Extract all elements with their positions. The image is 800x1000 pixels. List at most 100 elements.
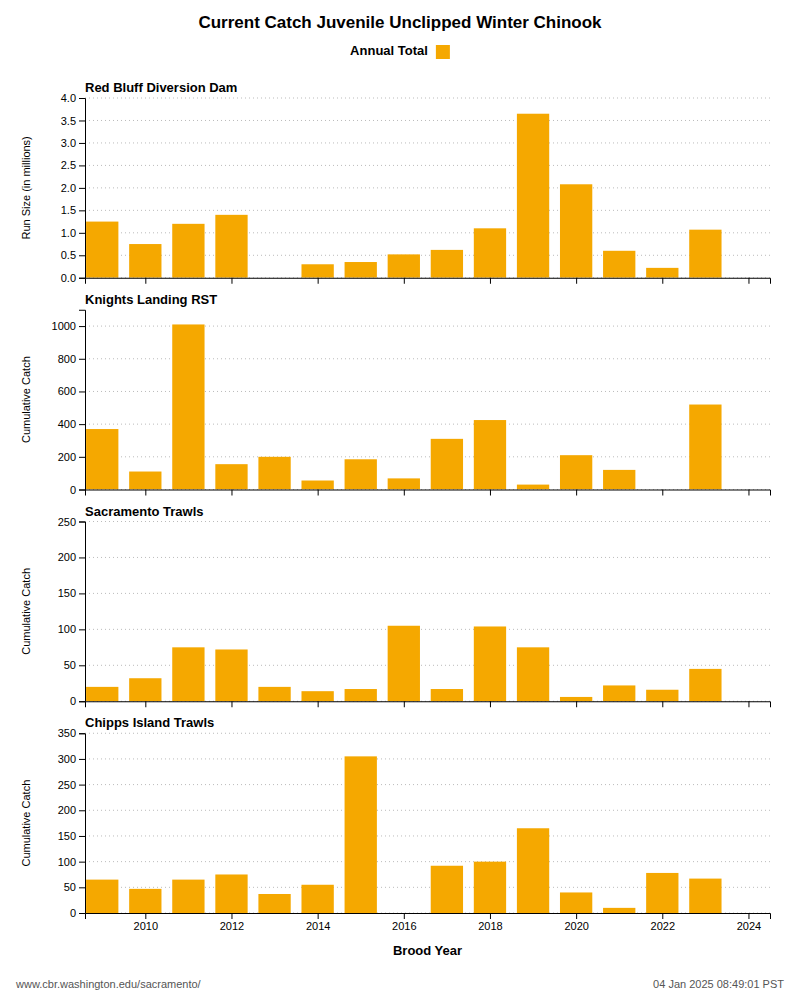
bar xyxy=(215,649,247,701)
y-axis: 050100150200250300350 xyxy=(58,727,86,919)
grid-line xyxy=(85,98,770,99)
tick-label: 0.0 xyxy=(61,272,76,284)
tick-mark xyxy=(490,278,491,284)
tick-mark xyxy=(79,759,85,760)
tick-mark xyxy=(79,665,85,666)
tick-mark xyxy=(662,490,663,496)
tick: 0.5 xyxy=(61,249,85,261)
tick-label: 200 xyxy=(58,551,76,563)
bar xyxy=(258,457,290,490)
bar xyxy=(86,429,118,489)
axis-domain xyxy=(79,734,86,914)
bar xyxy=(603,251,635,278)
bars xyxy=(86,114,721,278)
bar xyxy=(689,669,721,701)
bar xyxy=(517,114,549,278)
bar xyxy=(689,405,721,490)
tick-mark xyxy=(748,490,749,496)
tick-label: 800 xyxy=(58,353,76,365)
tick-label: 2012 xyxy=(220,920,244,932)
tick-label: 2024 xyxy=(737,920,761,932)
grid-line xyxy=(85,758,770,759)
tick xyxy=(490,701,491,707)
tick: 1000 xyxy=(52,320,85,332)
tick: 2020 xyxy=(564,913,588,932)
tick-mark xyxy=(404,701,405,707)
tick: 4.0 xyxy=(61,92,85,104)
tick-label: 4.0 xyxy=(61,92,76,104)
bar xyxy=(129,678,161,701)
tick: 3.5 xyxy=(61,114,85,126)
panel-title: Knights Landing RST xyxy=(85,292,217,307)
footer-note: 04 Jan 2025 08:49:01 PST xyxy=(653,978,784,990)
tick xyxy=(576,701,577,707)
bars xyxy=(86,626,721,701)
tick-label: 2016 xyxy=(392,920,416,932)
grid-line xyxy=(85,593,770,594)
tick-mark xyxy=(231,278,232,284)
bar xyxy=(560,184,592,277)
axis-domain xyxy=(86,490,771,496)
axis-domain xyxy=(86,278,771,284)
tick-mark xyxy=(145,913,146,919)
bar xyxy=(646,268,678,278)
bar xyxy=(431,250,463,278)
footer-note: www.cbr.washington.edu/sacramento/ xyxy=(15,978,202,990)
tick-mark xyxy=(748,278,749,284)
bar xyxy=(86,222,118,278)
tick xyxy=(576,490,577,496)
tick-label: 1.0 xyxy=(61,227,76,239)
tick-mark xyxy=(79,424,85,425)
tick xyxy=(662,490,663,496)
grid-line xyxy=(85,521,770,522)
tick xyxy=(318,490,319,496)
tick-label: 350 xyxy=(58,727,76,739)
bar xyxy=(560,455,592,489)
bar xyxy=(86,687,118,701)
tick-mark xyxy=(318,278,319,284)
tick-label: 0 xyxy=(70,907,76,919)
bars xyxy=(86,324,721,489)
bar xyxy=(431,689,463,701)
tick-mark xyxy=(79,210,85,211)
tick-mark xyxy=(79,490,85,491)
y-axis-label: Run Size (in millions) xyxy=(20,136,32,239)
tick-mark xyxy=(231,490,232,496)
tick: 350 xyxy=(58,727,85,739)
tick-mark xyxy=(79,233,85,234)
tick-mark xyxy=(79,785,85,786)
axis-domain xyxy=(86,914,771,920)
bar xyxy=(258,687,290,701)
tick: 0 xyxy=(70,484,85,496)
grid-line xyxy=(85,733,770,734)
tick: 2.5 xyxy=(61,159,85,171)
bar xyxy=(517,485,549,490)
bar xyxy=(258,277,290,278)
tick: 600 xyxy=(58,385,85,397)
panel-title: Red Bluff Diversion Dam xyxy=(85,80,237,95)
tick: 2014 xyxy=(306,913,330,932)
grid-line xyxy=(85,835,770,836)
bar xyxy=(560,892,592,913)
bar xyxy=(603,685,635,701)
tick-mark xyxy=(79,593,85,594)
bar xyxy=(215,215,247,278)
tick: 2024 xyxy=(737,913,761,932)
tick-mark xyxy=(748,701,749,707)
panel: 02004006008001000 xyxy=(52,310,771,495)
tick-mark xyxy=(662,701,663,707)
tick-mark xyxy=(79,810,85,811)
bar xyxy=(646,690,678,702)
tick-label: 200 xyxy=(58,804,76,816)
bar xyxy=(301,481,333,490)
tick: 200 xyxy=(58,451,85,463)
tick-mark xyxy=(79,457,85,458)
tick: 1.5 xyxy=(61,204,85,216)
tick-mark xyxy=(79,391,85,392)
bars xyxy=(86,756,721,913)
tick-label: 2014 xyxy=(306,920,330,932)
tick-label: 100 xyxy=(58,856,76,868)
tick: 2022 xyxy=(651,913,675,932)
x-axis xyxy=(86,701,771,707)
tick-mark xyxy=(79,733,85,734)
